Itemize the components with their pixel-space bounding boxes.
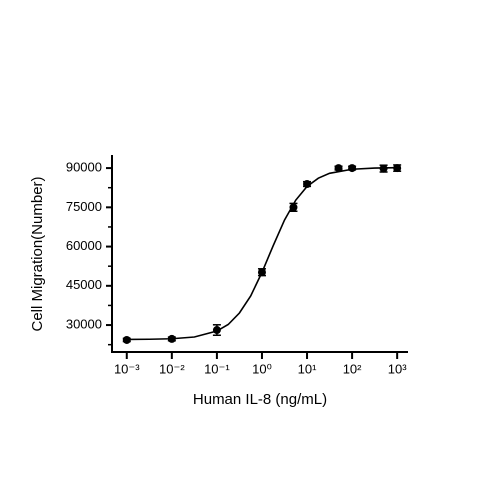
data-point bbox=[379, 164, 388, 173]
y-tick-label: 45000 bbox=[66, 277, 102, 292]
data-point bbox=[257, 268, 266, 277]
data-point bbox=[122, 335, 131, 344]
y-tick-label: 60000 bbox=[66, 238, 102, 253]
fit-curve bbox=[126, 166, 398, 341]
x-tick-label: 10³ bbox=[388, 361, 407, 376]
data-point bbox=[212, 326, 221, 335]
data-point bbox=[289, 203, 298, 212]
x-tick-label: 10² bbox=[343, 361, 362, 376]
x-axis-title: Human IL-8 (ng/mL) bbox=[193, 391, 327, 408]
data-point bbox=[167, 334, 176, 343]
data-point bbox=[303, 180, 312, 189]
x-tick-label: 10⁻³ bbox=[114, 361, 140, 376]
x-tick-label: 10¹ bbox=[298, 361, 317, 376]
data-point bbox=[348, 164, 357, 173]
x-tick-label: 10⁻¹ bbox=[204, 361, 230, 376]
y-axis-title: Cell Migration(Number) bbox=[29, 176, 46, 331]
x-tick-label: 10⁻² bbox=[159, 361, 185, 376]
data-point bbox=[393, 164, 402, 173]
x-tick-label: 10⁰ bbox=[252, 361, 272, 376]
y-tick-label: 75000 bbox=[66, 199, 102, 214]
data-point bbox=[334, 164, 343, 173]
y-tick-label: 30000 bbox=[66, 316, 102, 331]
y-tick-label: 90000 bbox=[66, 160, 102, 175]
